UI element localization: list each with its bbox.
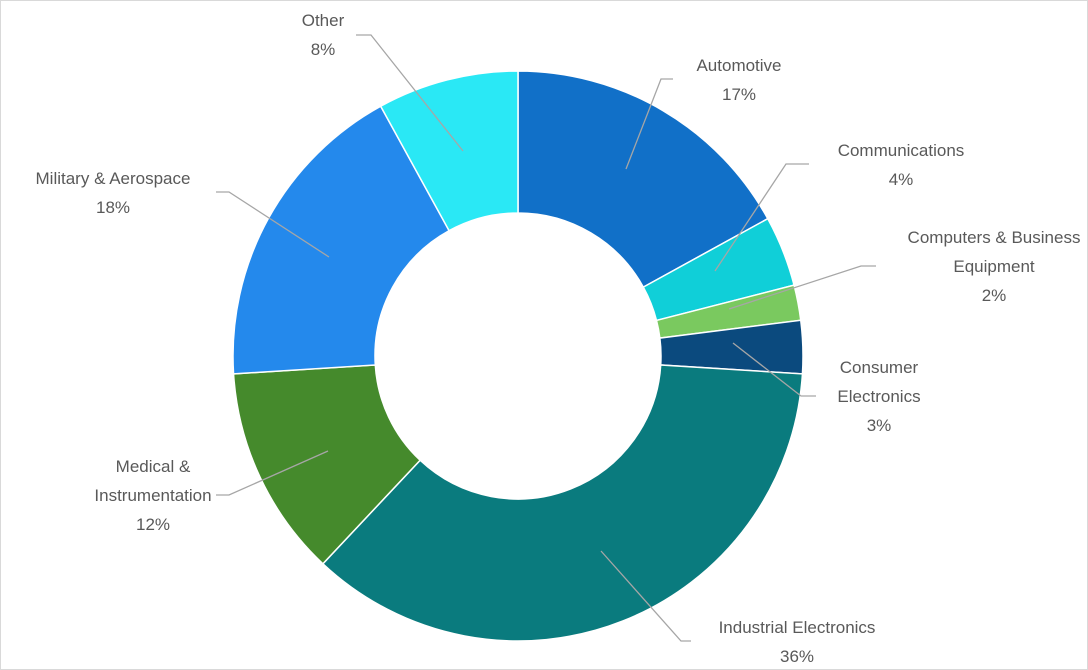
- data-label: Computers & Business Equipment 2%: [894, 223, 1087, 310]
- data-label: Consumer Electronics 3%: [819, 353, 939, 440]
- leader-line: [216, 450, 329, 496]
- value-label: 3%: [866, 416, 892, 435]
- slice: [321, 364, 804, 642]
- data-label: Military & Aerospace 18%: [1, 164, 233, 222]
- data-label: Communications 4%: [801, 136, 1001, 194]
- slice: [379, 70, 519, 232]
- slice: [232, 364, 422, 565]
- category-label: Communications: [837, 141, 965, 160]
- value-label: 36%: [779, 647, 815, 666]
- slice: [517, 70, 769, 289]
- leader-line: [728, 265, 876, 310]
- data-label: Automotive 17%: [639, 51, 839, 109]
- value-label: 2%: [981, 286, 1007, 305]
- value-label: 12%: [135, 515, 171, 534]
- leader-line: [732, 342, 816, 397]
- leader-line: [356, 34, 464, 152]
- category-label: Automotive: [696, 56, 782, 75]
- leader-line: [625, 78, 673, 170]
- leader-line: [216, 191, 330, 258]
- leader-line: [600, 550, 691, 642]
- data-label: Medical & Instrumentation 12%: [78, 452, 228, 539]
- category-label: Medical & Instrumentation: [94, 457, 212, 505]
- category-label: Computers & Business Equipment: [907, 228, 1081, 276]
- data-label: Other 8%: [263, 6, 383, 64]
- category-label: Other: [301, 11, 345, 30]
- value-label: 17%: [721, 85, 757, 104]
- category-label: Military & Aerospace: [35, 169, 191, 188]
- value-label: 18%: [95, 198, 131, 217]
- data-label: Industrial Electronics 36%: [677, 613, 917, 669]
- slice: [232, 105, 451, 375]
- value-label: 8%: [310, 40, 336, 59]
- category-label: Industrial Electronics: [718, 618, 876, 637]
- leader-line: [714, 163, 809, 272]
- value-label: 4%: [888, 170, 914, 189]
- category-label: Consumer Electronics: [837, 358, 921, 406]
